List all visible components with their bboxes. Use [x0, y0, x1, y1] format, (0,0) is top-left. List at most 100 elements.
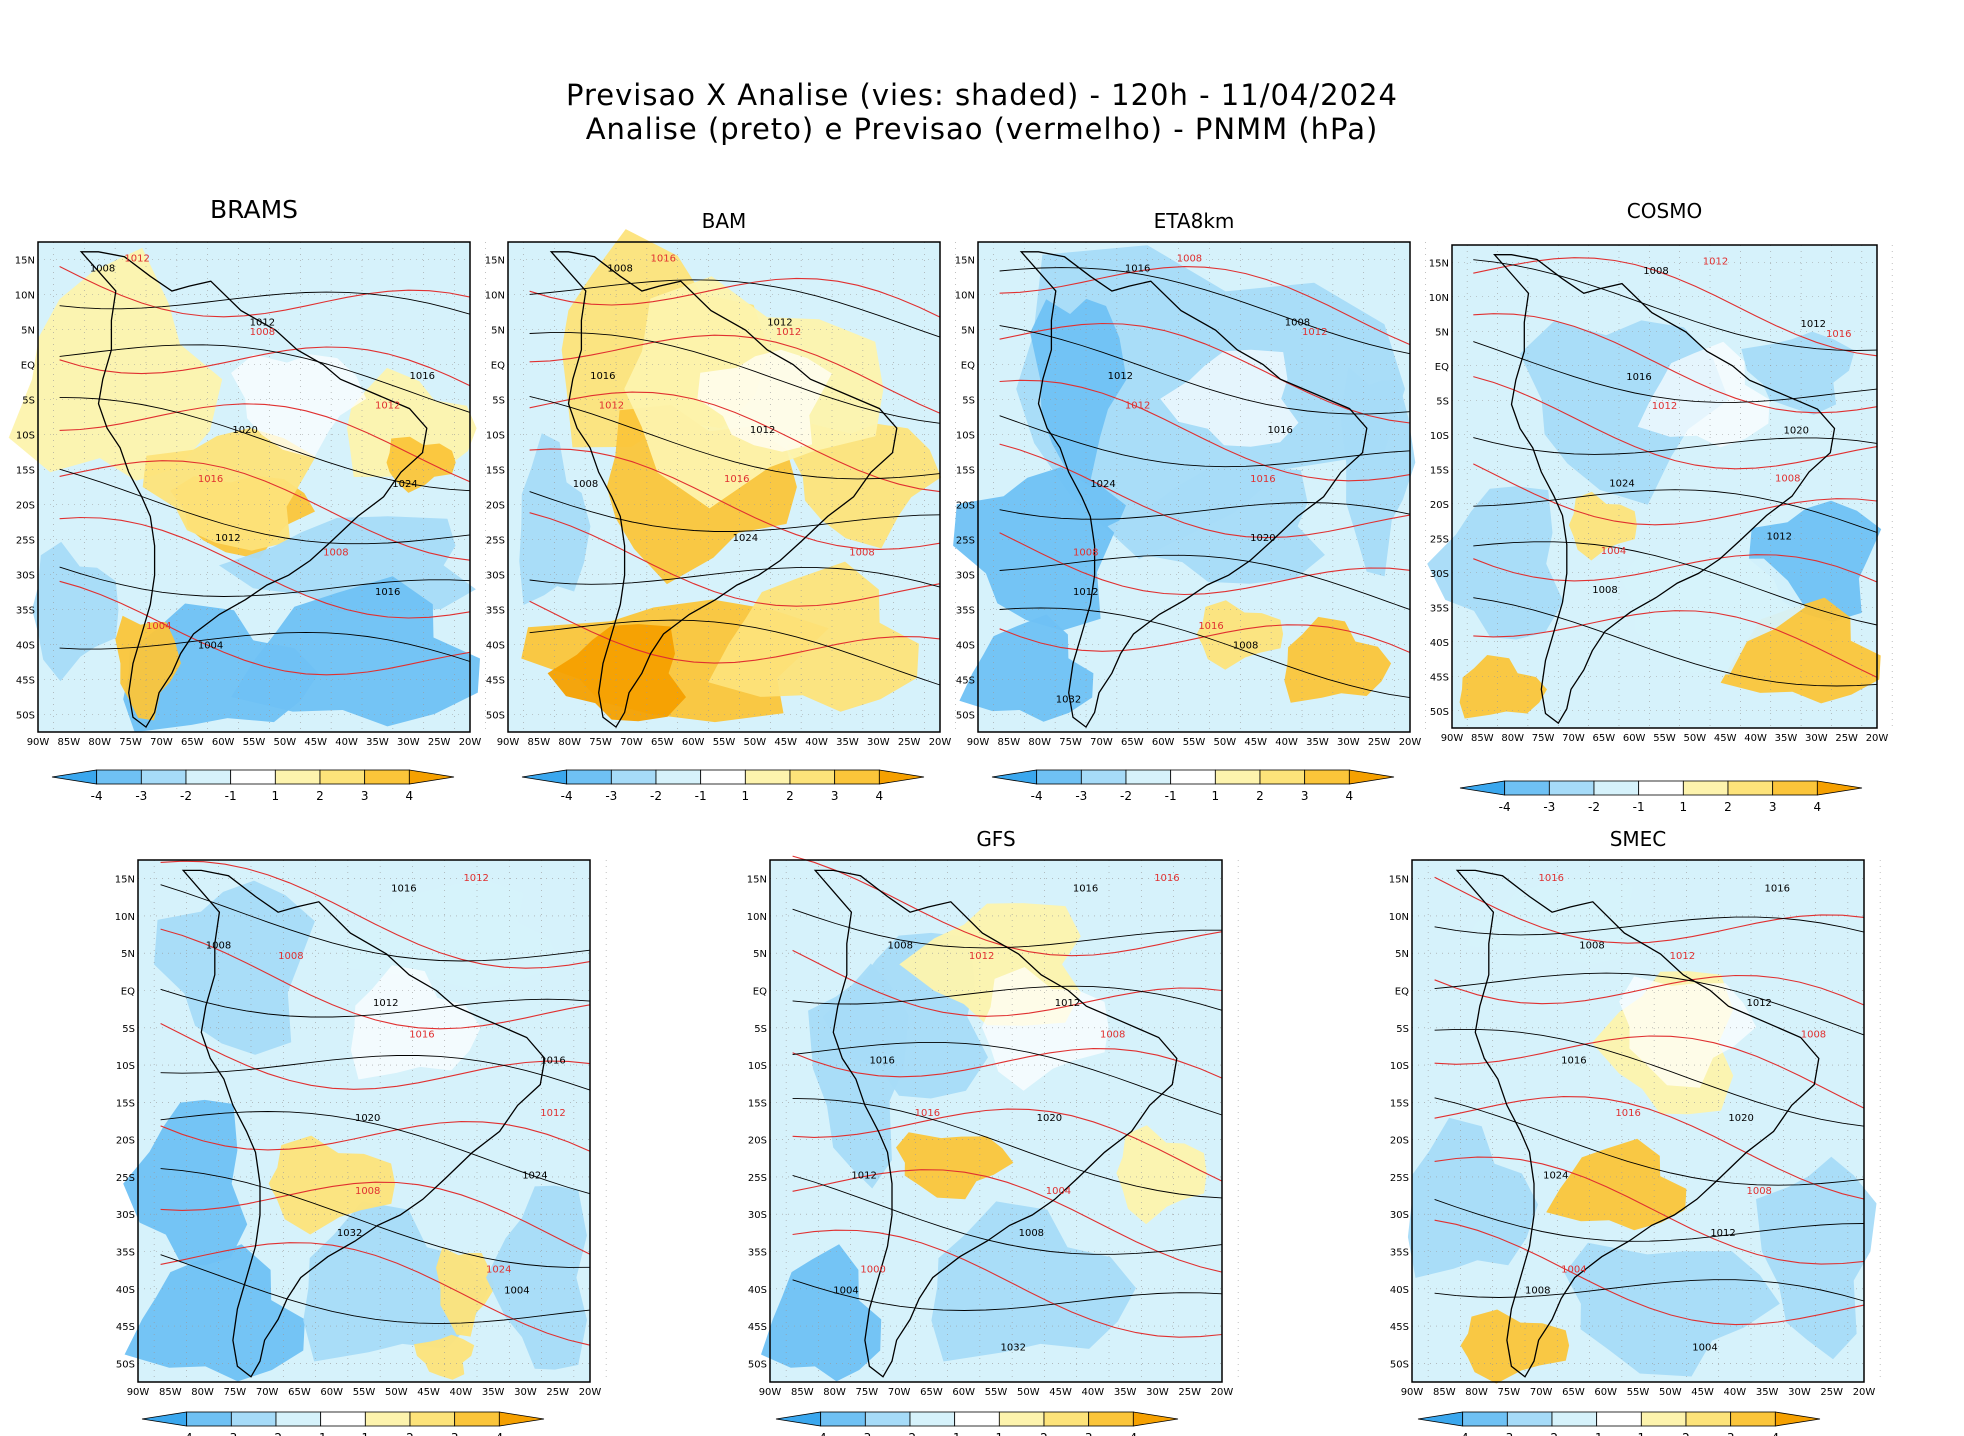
colorbar-tick-label: 1	[272, 789, 280, 803]
colorbar-tick-label: -3	[605, 789, 617, 803]
bias-shading	[486, 1185, 587, 1370]
lon-tick-label: 25W	[1835, 733, 1858, 744]
colorbar-segment	[1551, 1411, 1598, 1427]
analysis-isobar-label: 1020	[232, 425, 257, 436]
lon-tick-label: 60W	[952, 1387, 975, 1398]
lon-tick-label: 60W	[682, 737, 705, 748]
colorbar-segment	[954, 1411, 1000, 1427]
lon-tick-label: 70W	[888, 1387, 911, 1398]
analysis-isobar	[999, 325, 1411, 415]
lat-tick-label: EQ	[121, 987, 135, 998]
lat-tick-label: 10S	[1390, 1061, 1409, 1072]
analysis-isobar	[160, 988, 591, 1018]
colorbar-tick-label: -1	[315, 1431, 327, 1436]
analysis-isobar-label: 1012	[767, 317, 792, 328]
lat-tick-label: EQ	[1435, 362, 1449, 373]
forecast-isobar	[160, 860, 591, 969]
lat-tick-label: 10N	[485, 291, 505, 302]
analysis-isobar-label: 1008	[573, 479, 598, 490]
colorbar-bam: -4 -3 -2 -1 1 2 3 4	[521, 769, 925, 803]
forecast-isobar	[999, 532, 1411, 596]
lon-tick-label: 50W	[274, 737, 297, 748]
forecast-isobar-label: 1004	[1601, 546, 1626, 557]
bias-shading	[931, 1201, 1136, 1362]
lat-tick-label: 50S	[16, 711, 35, 722]
analysis-isobar-label: 1016	[391, 883, 416, 894]
colorbar-eta8km: -4 -3 -2 -1 1 2 3 4	[991, 769, 1395, 803]
bias-shading	[1637, 341, 1770, 448]
forecast-isobar-label: 1008	[1801, 1029, 1826, 1040]
colorbar-segment	[1774, 1411, 1821, 1427]
colorbar-tick-label: 3	[361, 789, 369, 803]
lon-tick-label: 80W	[88, 737, 111, 748]
lat-tick-label: 10S	[1430, 431, 1449, 442]
bias-shading	[350, 965, 481, 1080]
lon-tick-label: 55W	[713, 737, 736, 748]
lat-tick-label: 30S	[1390, 1210, 1409, 1221]
analysis-isobar-label: 1024	[1543, 1170, 1568, 1181]
colorbar-tick-label: -2	[1546, 1431, 1558, 1436]
lat-tick-label: EQ	[961, 361, 975, 372]
colorbar-tick-label: -3	[135, 789, 147, 803]
lat-tick-label: 20S	[486, 501, 505, 512]
lon-tick-label: 65W	[920, 1387, 943, 1398]
analysis-isobar	[1473, 341, 1878, 403]
lon-tick-label: 40W	[1724, 1387, 1747, 1398]
colorbar-tick-label: 3	[1085, 1431, 1093, 1436]
lon-tick-label: 20W	[1866, 733, 1889, 744]
analysis-isobar-label: 1012	[1746, 998, 1771, 1009]
bias-shading	[115, 615, 181, 721]
colorbar-tick-label: 1	[1212, 789, 1220, 803]
lon-tick-label: 30W	[1788, 1387, 1811, 1398]
lon-tick-label: 70W	[1090, 737, 1113, 748]
analysis-isobar-label: 1008	[1285, 317, 1310, 328]
colorbar-tick-label: 3	[831, 789, 839, 803]
forecast-isobar	[1473, 463, 1878, 526]
lat-tick-label: 40S	[1390, 1285, 1409, 1296]
lon-tick-label: 45W	[1049, 1387, 1072, 1398]
lon-tick-label: 70W	[1562, 733, 1585, 744]
lat-tick-label: 10S	[956, 431, 975, 442]
lon-tick-label: 55W	[985, 1387, 1008, 1398]
lon-tick-label: 35W	[1756, 1387, 1779, 1398]
colorbar-segment	[878, 769, 925, 785]
analysis-isobar-label: 1016	[1267, 425, 1292, 436]
lon-tick-label: 65W	[288, 1387, 311, 1398]
analysis-isobar-label: 1008	[1525, 1285, 1550, 1296]
lon-tick-label: 75W	[119, 737, 142, 748]
lat-tick-label: 45S	[486, 676, 505, 687]
lat-tick-label: 15N	[485, 256, 505, 267]
analysis-isobar-label: 1012	[215, 533, 240, 544]
forecast-isobar	[792, 1108, 1223, 1182]
lon-tick-label: 20W	[929, 737, 952, 748]
lon-tick-label: 35W	[1775, 733, 1798, 744]
lon-tick-label: 90W	[1401, 1387, 1424, 1398]
colorbar-segment	[1727, 780, 1774, 796]
lat-tick-label: 50S	[956, 711, 975, 722]
colorbar-tick-label: -2	[904, 1431, 916, 1436]
colorbar-segment	[498, 1411, 545, 1427]
lat-tick-label: 10N	[747, 912, 767, 923]
lon-tick-label: 60W	[320, 1387, 343, 1398]
lat-tick-label: 20S	[116, 1136, 135, 1147]
analysis-isobar-label: 1016	[410, 371, 435, 382]
analysis-isobar-label: 1024	[733, 533, 758, 544]
lat-tick-label: 20S	[1390, 1136, 1409, 1147]
lat-tick-label: 45S	[1430, 672, 1449, 683]
lat-tick-label: 25S	[748, 1173, 767, 1184]
colorbar-segment	[991, 769, 1038, 785]
forecast-isobar-label: 1016	[1615, 1108, 1640, 1119]
lon-tick-label: 55W	[243, 737, 266, 748]
map-frame	[1411, 859, 1865, 1383]
lon-tick-label: 50W	[744, 737, 767, 748]
lat-tick-label: 5N	[491, 326, 505, 337]
bias-shading	[32, 541, 119, 682]
colorbar-segment	[909, 1411, 956, 1427]
colorbar-segment	[230, 769, 276, 785]
colorbar-segment	[1259, 769, 1306, 785]
analysis-isobar	[59, 631, 471, 662]
lon-tick-label: 55W	[1653, 733, 1676, 744]
analysis-isobar-label: 1008	[1579, 941, 1604, 952]
lat-tick-label: 50S	[748, 1359, 767, 1370]
lat-tick-label: 15S	[16, 466, 35, 477]
